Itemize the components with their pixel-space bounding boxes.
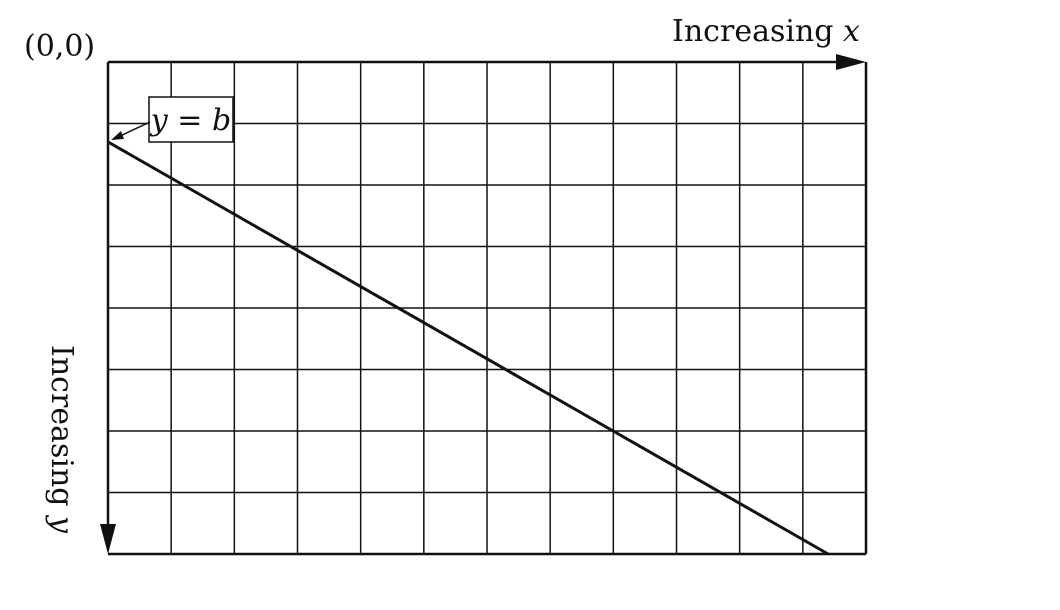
intercept-label: y = b <box>149 103 231 138</box>
x-axis-label-variable: x <box>843 14 860 49</box>
y-axis-label-prefix: Increasing <box>44 345 79 516</box>
intercept-label-constant: b <box>212 103 231 138</box>
intercept-pointer <box>119 121 151 137</box>
x-axis-label: Increasing x <box>672 14 860 49</box>
intercept-label-operator: = <box>168 103 212 138</box>
grid-lines <box>108 62 868 556</box>
intercept-label-variable: y <box>149 103 169 138</box>
x-axis-label-prefix: Increasing <box>672 14 843 49</box>
intercept-label-box <box>148 96 234 143</box>
y-axis-arrowhead <box>100 524 116 554</box>
y-axis-label-variable: y <box>44 514 79 534</box>
origin-label: (0,0) <box>24 29 95 64</box>
intercept-pointer-arrowhead <box>111 131 124 140</box>
x-axis-arrowhead <box>836 54 866 70</box>
plotted-line <box>107 140 829 556</box>
y-axis-label: Increasing y <box>44 345 79 534</box>
